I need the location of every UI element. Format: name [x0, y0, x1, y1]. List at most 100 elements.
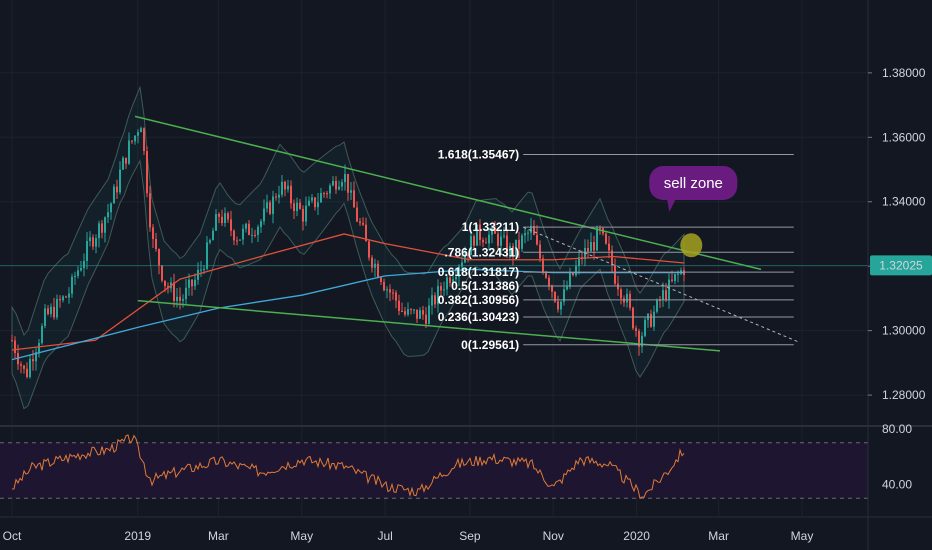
candle-down[interactable]	[359, 217, 361, 226]
candle-down[interactable]	[254, 229, 256, 238]
candle-up[interactable]	[110, 202, 112, 220]
candle-down[interactable]	[14, 336, 16, 359]
candle-up[interactable]	[137, 129, 139, 144]
candle-down[interactable]	[506, 228, 508, 259]
projection-line[interactable]	[522, 226, 800, 343]
candle-down[interactable]	[620, 287, 622, 305]
candle-down[interactable]	[116, 179, 118, 200]
candle-up[interactable]	[98, 220, 100, 248]
candle-down[interactable]	[605, 232, 607, 245]
candle-down[interactable]	[284, 180, 286, 197]
candle-down[interactable]	[65, 295, 67, 299]
candle-up[interactable]	[209, 238, 211, 245]
candle-up[interactable]	[128, 132, 130, 166]
candle-up[interactable]	[62, 295, 64, 303]
candle-up[interactable]	[524, 227, 526, 244]
candle-down[interactable]	[533, 220, 535, 236]
candle-down[interactable]	[233, 229, 235, 246]
candle-down[interactable]	[179, 287, 181, 310]
candle-up[interactable]	[563, 280, 565, 306]
candle-up[interactable]	[521, 233, 523, 253]
candle-up[interactable]	[185, 278, 187, 305]
candle-up[interactable]	[578, 250, 580, 275]
candle-up[interactable]	[341, 179, 343, 191]
trendline-lower[interactable]	[137, 299, 721, 352]
candle-down[interactable]	[548, 274, 550, 291]
candle-down[interactable]	[20, 361, 22, 374]
candle-down[interactable]	[635, 325, 637, 337]
candle-up[interactable]	[134, 135, 136, 145]
candle-up[interactable]	[86, 232, 88, 270]
candle-up[interactable]	[29, 354, 31, 379]
candle-down[interactable]	[434, 292, 436, 309]
candle-down[interactable]	[248, 219, 250, 236]
candle-down[interactable]	[485, 237, 487, 244]
candle-down[interactable]	[191, 279, 193, 296]
candle-up[interactable]	[488, 227, 490, 251]
candle-down[interactable]	[149, 185, 151, 232]
candle-up[interactable]	[575, 259, 577, 277]
candle-down[interactable]	[143, 127, 145, 155]
candle-down[interactable]	[611, 245, 613, 272]
candle-up[interactable]	[476, 224, 478, 246]
candle-up[interactable]	[74, 271, 76, 285]
candle-up[interactable]	[641, 331, 643, 354]
candle-up[interactable]	[407, 302, 409, 317]
candle-up[interactable]	[194, 273, 196, 291]
candle-up[interactable]	[431, 287, 433, 315]
candle-up[interactable]	[281, 174, 283, 198]
candle-up[interactable]	[419, 307, 421, 319]
candle-up[interactable]	[590, 232, 592, 252]
candle-down[interactable]	[146, 146, 148, 198]
candle-down[interactable]	[293, 199, 295, 220]
candle-down[interactable]	[173, 273, 175, 308]
candle-up[interactable]	[245, 222, 247, 233]
candle-up[interactable]	[41, 323, 43, 345]
candle-down[interactable]	[497, 230, 499, 251]
candle-down[interactable]	[449, 273, 451, 287]
candle-up[interactable]	[656, 298, 658, 314]
candle-down[interactable]	[131, 140, 133, 145]
candle-up[interactable]	[95, 234, 97, 254]
candle-down[interactable]	[152, 224, 154, 249]
candle-down[interactable]	[473, 234, 475, 249]
candle-up[interactable]	[338, 180, 340, 191]
candle-up[interactable]	[413, 308, 415, 314]
candle-down[interactable]	[299, 198, 301, 210]
candle-up[interactable]	[44, 304, 46, 329]
candle-down[interactable]	[23, 364, 25, 374]
candle-down[interactable]	[59, 295, 61, 308]
candle-down[interactable]	[32, 350, 34, 371]
candle-up[interactable]	[662, 282, 664, 307]
candle-down[interactable]	[125, 157, 127, 169]
candle-down[interactable]	[392, 289, 394, 300]
candle-up[interactable]	[446, 273, 448, 296]
candle-down[interactable]	[92, 234, 94, 251]
candle-down[interactable]	[365, 217, 367, 242]
candle-up[interactable]	[491, 224, 493, 244]
candle-down[interactable]	[518, 231, 520, 259]
candle-up[interactable]	[527, 229, 529, 242]
candle-down[interactable]	[494, 221, 496, 234]
candle-up[interactable]	[122, 156, 124, 171]
candle-up[interactable]	[668, 273, 670, 309]
candle-down[interactable]	[302, 205, 304, 231]
candle-down[interactable]	[230, 210, 232, 237]
candle-down[interactable]	[410, 308, 412, 315]
candle-down[interactable]	[221, 209, 223, 226]
candle-up[interactable]	[386, 286, 388, 299]
candle-down[interactable]	[659, 295, 661, 308]
candle-up[interactable]	[260, 219, 262, 233]
candle-up[interactable]	[530, 217, 532, 241]
candle-down[interactable]	[236, 236, 238, 246]
candle-down[interactable]	[158, 248, 160, 275]
candle-down[interactable]	[290, 180, 292, 209]
rsi-plot-area[interactable]	[0, 434, 868, 500]
candle-up[interactable]	[308, 196, 310, 207]
candle-up[interactable]	[83, 253, 85, 277]
candle-down[interactable]	[551, 284, 553, 299]
candle-up[interactable]	[503, 226, 505, 239]
candle-down[interactable]	[368, 240, 370, 261]
candle-up[interactable]	[206, 236, 208, 271]
